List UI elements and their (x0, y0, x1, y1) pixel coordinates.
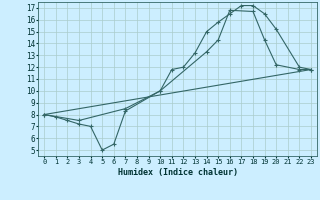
X-axis label: Humidex (Indice chaleur): Humidex (Indice chaleur) (118, 168, 238, 177)
